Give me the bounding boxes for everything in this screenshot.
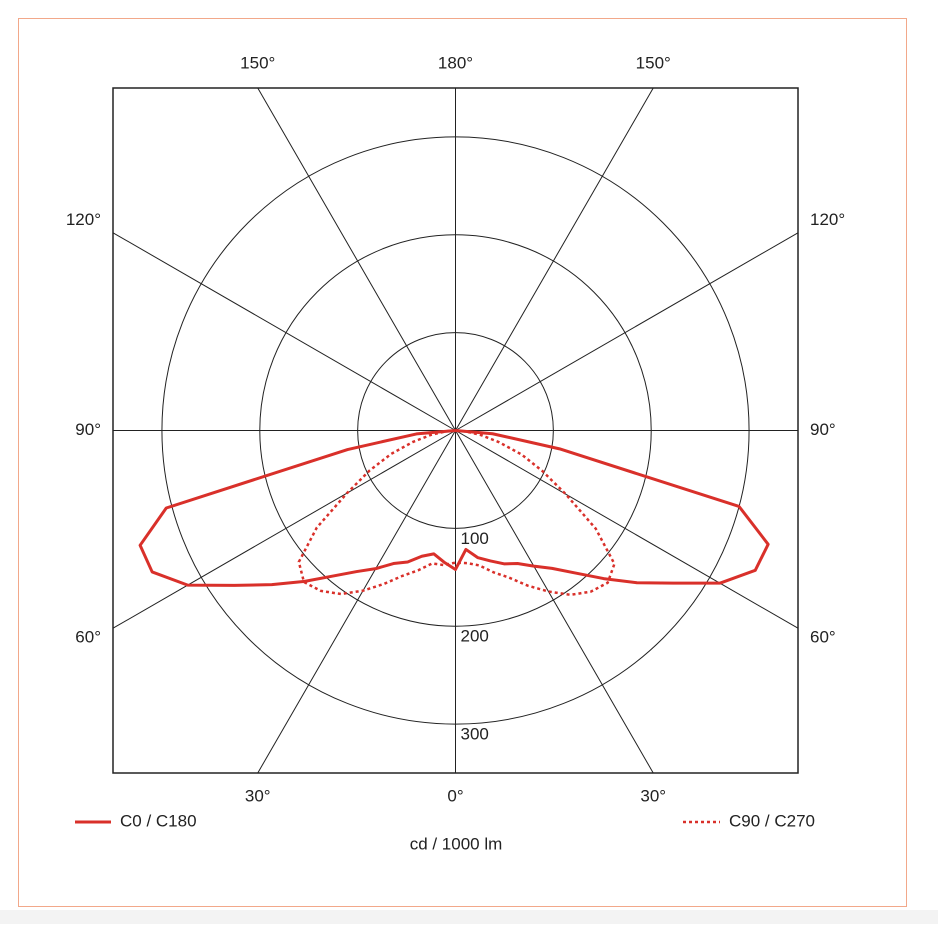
angle-label: 150° <box>240 53 275 72</box>
r-tick-label: 300 <box>461 725 489 744</box>
series-line <box>297 429 616 597</box>
frame <box>18 18 907 907</box>
angle-label: 60° <box>75 628 101 647</box>
grid-spoke <box>455 232 799 431</box>
grid-spoke <box>455 430 654 774</box>
footer-strip <box>0 910 938 924</box>
angle-label: 90° <box>75 420 101 439</box>
grid-spoke <box>257 87 456 431</box>
angle-label: 180° <box>438 53 473 72</box>
grid-spoke <box>257 430 456 774</box>
grid-spoke <box>112 232 456 431</box>
angle-label: 0° <box>447 786 463 805</box>
series-line <box>138 429 770 587</box>
angle-label: 120° <box>66 210 101 229</box>
angle-label: 120° <box>810 210 845 229</box>
legend-label: C0 / C180 <box>120 811 197 830</box>
grid-spoke <box>455 430 799 629</box>
angle-label: 90° <box>810 420 836 439</box>
angle-label: 30° <box>245 786 271 805</box>
r-tick-label: 200 <box>461 627 489 646</box>
angle-label: 150° <box>636 53 671 72</box>
angle-label: 60° <box>810 628 836 647</box>
legend-label: C90 / C270 <box>729 811 815 830</box>
angle-label: 30° <box>640 786 666 805</box>
grid-spoke <box>112 430 456 629</box>
grid-spoke <box>455 87 654 431</box>
r-tick-label: 100 <box>461 529 489 548</box>
axis-label: cd / 1000 lm <box>410 834 503 853</box>
